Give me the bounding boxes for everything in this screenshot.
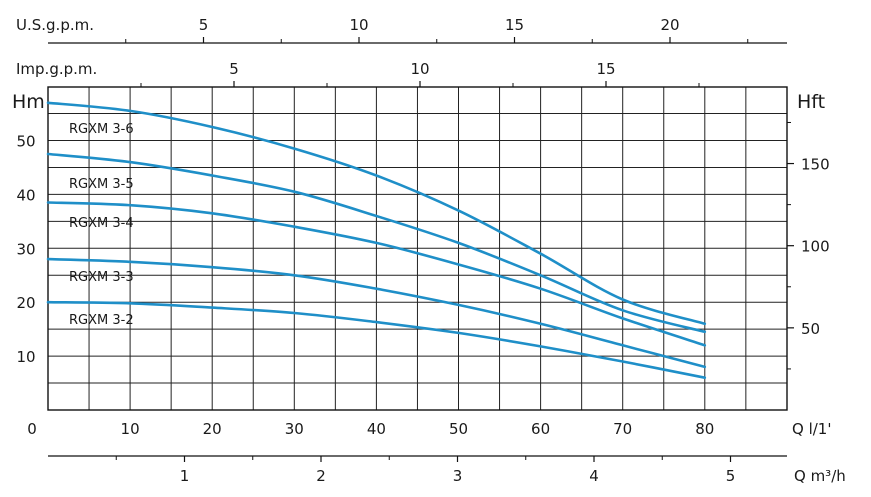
x-tick-label: 20 [203,420,222,438]
impgpm-axis-label: Imp.g.p.m. [16,60,97,78]
usgpm-axis-label: U.S.g.p.m. [16,16,94,34]
y-tick-label: 10 [16,348,35,366]
hft-tick-label: 150 [801,156,830,174]
series-label-rgxm-3-6: RGXM 3-6 [69,122,134,137]
hft-tick-label: 100 [801,238,830,256]
series-labels: RGXM 3-6 RGXM 3-5 RGXM 3-4 RGXM 3-3 RGXM 3-2 [69,122,134,328]
series-label-rgxm-3-2: RGXM 3-2 [69,313,134,328]
x-tick-label: 10 [121,420,140,438]
y-tick-label: 40 [16,186,35,204]
m3h-tick-label: 4 [589,467,599,485]
y-axis-label-hft: Hft [797,91,825,113]
axes: 0 10 20 30 40 50 60 70 80 Q l/1' 1 2 3 4 5 Q m³/h U.S.g.… [12,16,846,485]
impgpm-tick-label: 10 [410,60,429,78]
series-label-rgxm-3-5: RGXM 3-5 [69,177,134,192]
y-tick-label: 20 [16,294,35,312]
series-label-rgxm-3-3: RGXM 3-3 [69,270,134,285]
usgpm-tick-label: 10 [349,16,368,34]
x-axis-label-lmin: Q l/1' [792,420,831,438]
series-line-rgxm-3-3 [46,257,707,369]
series-line-rgxm-3-2 [46,300,707,379]
x-tick-label: 60 [531,420,550,438]
m3h-tick-label: 2 [316,467,326,485]
m3h-tick-label: 5 [726,467,736,485]
impgpm-tick-label: 5 [229,60,239,78]
plot-border [47,86,788,411]
usgpm-tick-label: 15 [505,16,524,34]
m3h-tick-label: 3 [453,467,463,485]
series-line-rgxm-3-6 [46,101,707,326]
y-tick-label: 30 [16,240,35,258]
m3h-tick-label: 1 [180,467,190,485]
x-tick-label: 30 [285,420,304,438]
series-line-rgxm-3-5 [46,152,707,334]
x-tick-label: 80 [695,420,714,438]
x-tick-label: 0 [27,420,37,438]
x-tick-label: 70 [613,420,632,438]
y-axis-label-hm: Hm [12,91,45,113]
usgpm-tick-label: 5 [199,16,209,34]
x-tick-label: 40 [367,420,386,438]
series-lines [46,101,707,379]
series-line-rgxm-3-4 [46,201,707,347]
impgpm-tick-label: 15 [596,60,615,78]
hft-tick-label: 50 [801,320,820,338]
x-axis-label-m3h: Q m³/h [794,467,846,485]
x-tick-label: 50 [449,420,468,438]
plot-frame [47,42,788,457]
y-tick-label: 50 [16,133,35,151]
usgpm-tick-label: 20 [660,16,679,34]
series-label-rgxm-3-4: RGXM 3-4 [69,216,134,231]
